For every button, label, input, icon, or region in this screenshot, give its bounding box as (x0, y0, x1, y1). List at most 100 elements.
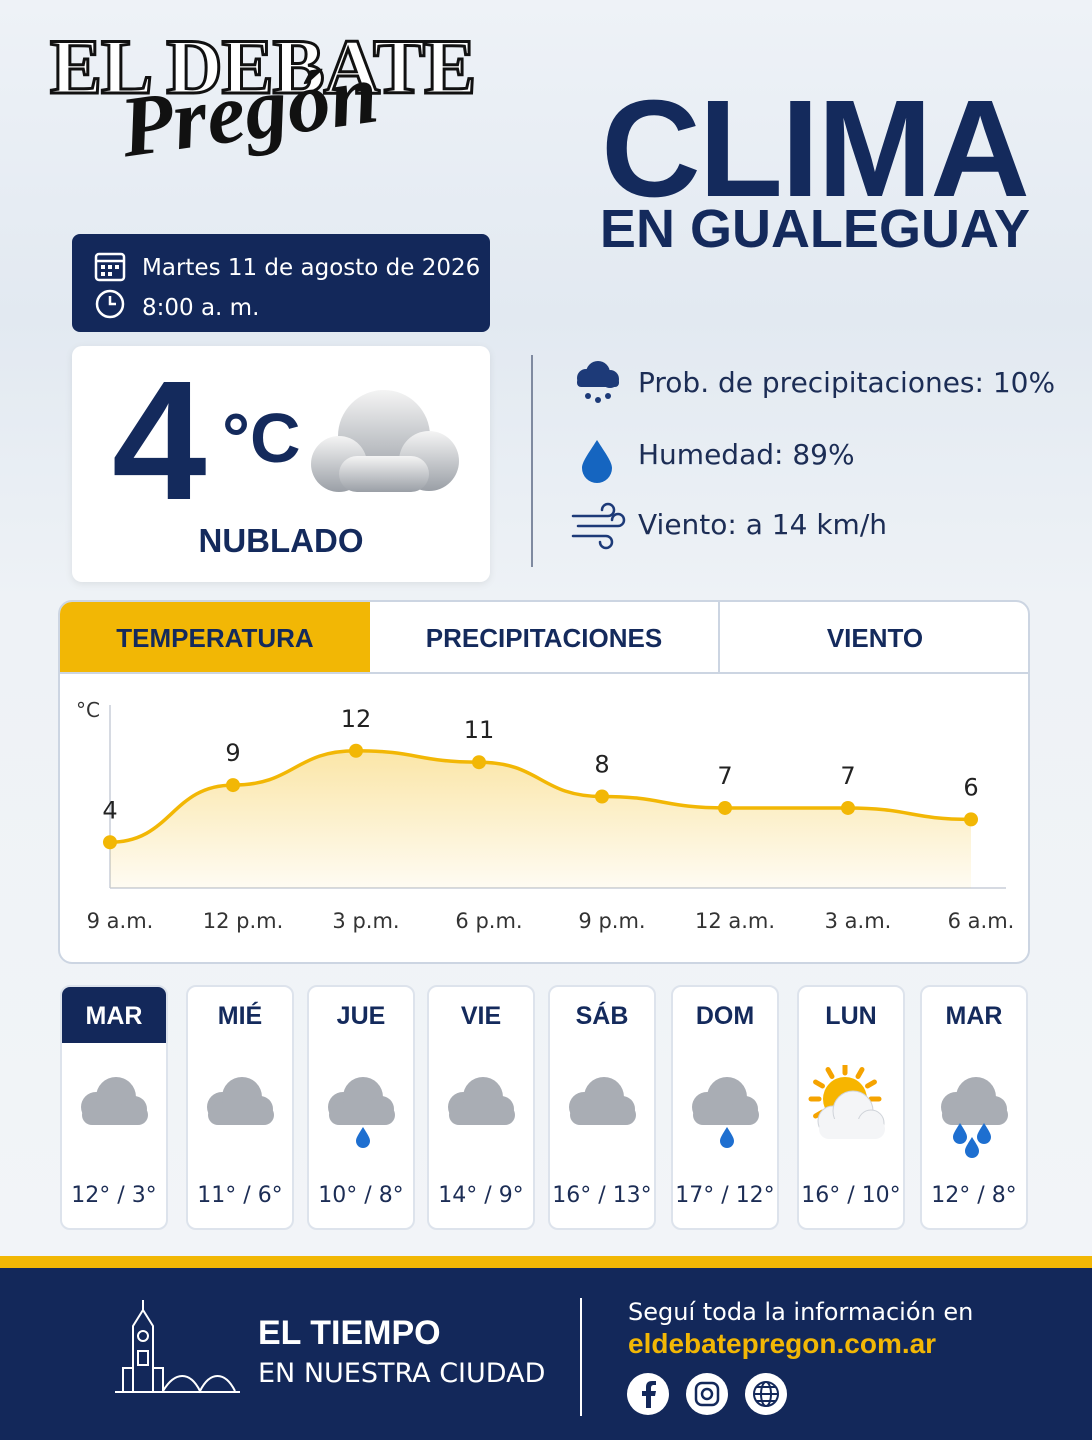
icon-shapes (941, 1077, 1008, 1158)
day-icon (81, 1077, 148, 1125)
area (110, 750, 971, 888)
day-card[interactable]: LUN 16° / 10° (797, 985, 905, 1230)
x-tick-label: 6 p.m. (455, 909, 522, 933)
cloud (942, 1105, 1008, 1125)
point (103, 835, 117, 850)
footer-separator (580, 1298, 582, 1416)
raindrop (953, 1123, 967, 1144)
day-icon (692, 1077, 759, 1148)
sun-ray (813, 1079, 825, 1089)
separator (531, 355, 533, 567)
day-temps: 16° / 13° (552, 1183, 652, 1208)
x-tick-label: 12 a.m. (695, 909, 775, 933)
tab[interactable]: VIENTO (718, 602, 1028, 674)
data-label: 8 (594, 751, 609, 779)
title: CLIMA (601, 72, 1030, 226)
data-label: 11 (464, 716, 495, 744)
cloud (819, 1119, 885, 1139)
data-label: 6 (963, 773, 978, 801)
x-tick-label: 6 a.m. (948, 909, 1015, 933)
icon-shapes (448, 1077, 515, 1125)
point (595, 789, 609, 804)
day-name: VIE (460, 1002, 502, 1030)
detail-icons (571, 361, 626, 550)
cloud (82, 1105, 148, 1125)
footer-subtitle: EN NUESTRA CIUDAD (258, 1358, 546, 1389)
raindrop (356, 1127, 370, 1148)
x-tick-label: 3 p.m. (332, 909, 399, 933)
x-tick-label: 3 a.m. (825, 909, 892, 933)
day-card[interactable]: JUE 10° / 8° (307, 985, 415, 1230)
logo-top: EL DEBATE (48, 22, 477, 112)
day-temps: 14° / 9° (438, 1183, 524, 1208)
sun-ray (865, 1079, 877, 1089)
day-card[interactable]: SÁB 16° / 13° (548, 985, 656, 1230)
day-name: MAR (62, 987, 166, 1043)
tab[interactable]: PRECIPITACIONES (370, 602, 718, 674)
condition: NUBLADO (198, 522, 364, 559)
day-name: LUN (825, 1002, 877, 1030)
data-label: 7 (717, 762, 732, 790)
point (718, 800, 732, 815)
subtitle: EN GUALEGUAY (599, 199, 1030, 259)
tab[interactable]: TEMPERATURA (60, 602, 370, 674)
day-temps: 16° / 10° (801, 1183, 901, 1208)
day-temps: 12° / 3° (71, 1183, 157, 1208)
data-label: 4 (102, 796, 117, 824)
web-icon[interactable] (745, 1373, 787, 1415)
chart-box: TEMPERATURA PRECIPITACIONES VIENTO °C 4 9 … (58, 600, 1030, 964)
data-label: 9 (225, 739, 240, 767)
day-name: JUE (336, 1002, 386, 1030)
detail: Prob. de precipitaciones: 10% (638, 366, 1056, 399)
day-card[interactable]: MAR 12° / 8° (920, 985, 1028, 1230)
date: Martes 11 de agosto de 2026 (142, 255, 481, 281)
icon-shapes (569, 1077, 636, 1125)
point (472, 755, 486, 770)
weather-icon (311, 390, 459, 492)
point (964, 812, 978, 827)
follow-text: Seguí toda la información en (628, 1298, 974, 1326)
day-name: SÁB (575, 1002, 629, 1030)
footer-stripe (0, 1256, 1092, 1268)
city-icon (115, 1300, 240, 1394)
url[interactable]: eldebatepregon.com.ar (628, 1328, 937, 1359)
social-icons (627, 1373, 787, 1415)
icon-shapes (81, 1077, 148, 1125)
current-box: 4 °C NUBLADO (72, 346, 490, 582)
day-name: MIÉ (217, 1002, 263, 1030)
day-card[interactable]: MAR 12° / 3° (60, 985, 168, 1230)
day-icon (328, 1077, 395, 1148)
date-icons (94, 252, 126, 319)
date-box: Martes 11 de agosto de 2026 8:00 a. m. (72, 234, 490, 332)
facebook-icon[interactable] (627, 1373, 669, 1415)
icon-shapes (328, 1077, 395, 1148)
day-card[interactable]: MIÉ 11° / 6° (186, 985, 294, 1230)
current-temp: 4 (112, 346, 207, 536)
day-temps: 12° / 8° (931, 1183, 1017, 1208)
y-axis-label: °C (76, 698, 100, 722)
day-icon (941, 1077, 1008, 1158)
icon-shapes (808, 1065, 885, 1139)
day-icon (448, 1077, 515, 1125)
cloud (693, 1105, 759, 1125)
chart: °C 4 9 a.m. 9 12 p.m. 12 3 p.m. 11 6 p.m. 8 9 p.m.… (76, 698, 1015, 933)
footer: EL TIEMPO EN NUESTRA CIUDAD Seguí toda l… (0, 1268, 1092, 1440)
data-label: 12 (341, 705, 372, 733)
day-temps: 17° / 12° (675, 1183, 775, 1208)
footer-title: EL TIEMPO (258, 1314, 441, 1352)
day-temps: 10° / 8° (318, 1183, 404, 1208)
point (226, 778, 240, 793)
cloud (329, 1105, 395, 1125)
raindrop (720, 1127, 734, 1148)
current-unit: °C (222, 399, 301, 477)
day-name: MAR (945, 1002, 1003, 1030)
instagram-icon[interactable] (686, 1373, 728, 1415)
detail: Humedad: 89% (638, 438, 855, 471)
raindrop (965, 1137, 979, 1158)
raindrop (977, 1123, 991, 1144)
day-card[interactable]: DOM 17° / 12° (671, 985, 779, 1230)
day-card[interactable]: VIE 14° / 9° (427, 985, 535, 1230)
detail: Viento: a 14 km/h (638, 508, 887, 541)
day-name: DOM (695, 1002, 755, 1030)
